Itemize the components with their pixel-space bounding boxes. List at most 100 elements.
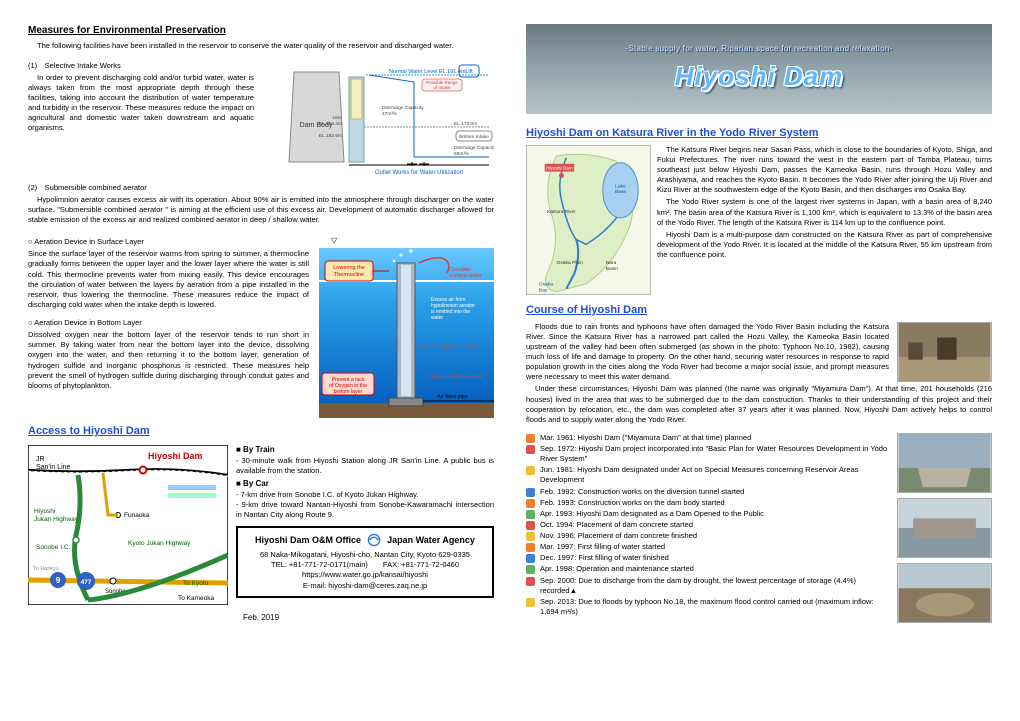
by-car-2: - 9-km drive toward Nantan-Hiyoshi from … [236, 500, 494, 520]
left-column: Measures for Environmental Preservation … [28, 24, 494, 711]
svg-text:Lake: Lake [615, 183, 626, 189]
title-banner: -Stable supply for water, Riparian space… [526, 24, 992, 114]
office-addr: 68 Naka-Mikogatani, Hiyoshi-cho, Nantan … [244, 550, 486, 560]
intake-diagram: Dam Body Normal Water Level EL.191.4m Li… [264, 57, 494, 177]
timeline-item: Apr. 1998: Operation and maintenance sta… [526, 564, 889, 574]
riv-p1: The Katsura River begins near Sasari Pas… [657, 145, 992, 196]
timeline-list: Mar. 1961: Hiyoshi Dam ("Miyamura Dam" a… [526, 433, 889, 618]
timeline-item: Feb. 1992: Construction works on the div… [526, 487, 889, 497]
svg-text:Hiyoshi Dam: Hiyoshi Dam [546, 165, 573, 171]
timeline-item: Apr. 1993: Hiyoshi Dam designated as a D… [526, 509, 889, 519]
riv-p3: Hiyoshi Dam is a multi-purpose dam const… [657, 230, 992, 260]
svg-text:Basin: Basin [606, 266, 619, 272]
photo-dam-1 [897, 433, 992, 493]
office-title-left: Hiyoshi Dam O&M Office [255, 534, 361, 546]
svg-text:water: water [431, 315, 444, 321]
svg-text:San'in Line: San'in Line [36, 464, 71, 471]
svg-text:Biwa: Biwa [615, 189, 626, 195]
office-box: Hiyoshi Dam O&M Office Japan Water Agenc… [236, 526, 494, 598]
course-photos [897, 322, 992, 385]
svg-text:To Kameoka: To Kameoka [178, 595, 215, 602]
svg-text:Normal Water Level EL.191.4m: Normal Water Level EL.191.4m [389, 69, 466, 75]
svg-text:Air feed pipe: Air feed pipe [437, 394, 468, 400]
jwa-logo-icon [367, 533, 381, 547]
by-car-1: - 7-km drive from Sonobe I.C. of Kyoto J… [236, 490, 494, 500]
basin-map: Lake Biwa Hiyoshi Dam Katsura River Osak… [526, 145, 651, 295]
timeline-item: Mar. 1961: Hiyoshi Dam ("Miyamura Dam" a… [526, 433, 889, 443]
svg-text:Sonobe I.C.: Sonobe I.C. [36, 544, 71, 551]
svg-text:Hiyoshi: Hiyoshi [34, 508, 55, 515]
access-heading: Access to Hiyoshi Dam [28, 424, 494, 439]
svg-text:Oxygen-deficient water: Oxygen-deficient water [429, 374, 485, 380]
office-mail: E-mail: hiyoshi-dam@ceres.zaq.ne.jp [244, 581, 486, 591]
riv-p2: The Yodo River system is one of the larg… [657, 197, 992, 227]
office-url: https://www.water.go.jp/kansai/hiyoshi [244, 570, 486, 580]
right-column: -Stable supply for water, Riparian space… [526, 24, 992, 711]
svg-text:EL.182.6m: EL.182.6m [319, 133, 342, 139]
timeline-photos [897, 433, 992, 623]
svg-text:of Intake: of Intake [433, 85, 451, 90]
preservation-intro: The following facilities have been insta… [28, 41, 494, 51]
timeline-item: Oct. 1994: Placement of dam concrete sta… [526, 520, 889, 530]
item1-title: (1) Selective Intake Works [28, 61, 254, 71]
svg-text:47m³/s: 47m³/s [382, 111, 397, 117]
timeline-item: Mar. 1997: First filling of water starte… [526, 542, 889, 552]
svg-text:Outlet Works for Water Utiliza: Outlet Works for Water Utilization [375, 170, 463, 176]
svg-text:Nara: Nara [606, 260, 617, 266]
bot-body: Dissolved oxygen near the bottom layer o… [28, 330, 309, 391]
svg-text:To Kyoto: To Kyoto [183, 580, 209, 587]
by-train-text: - 30-minute walk from Hiyoshi Station al… [236, 456, 494, 476]
timeline-item: Jun. 1981: Hiyoshi Dam designated under … [526, 465, 889, 485]
svg-text:EL.154.4m: EL.154.4m [319, 121, 342, 127]
item2-title: (2) Submersible combined aerator [28, 183, 494, 193]
timeline-item: Sep. 2000: Due to discharge from the dam… [526, 576, 889, 596]
section-title-preservation: Measures for Environmental Preservation [28, 24, 494, 38]
svg-text:surface water: surface water [449, 273, 482, 279]
timeline-item: Dec. 1997: First filling of water finish… [526, 553, 889, 563]
svg-text:LWL: LWL [332, 115, 342, 121]
timeline-item: Feb. 1993: Construction works on the dam… [526, 498, 889, 508]
svg-text:To Hankyu: To Hankyu [33, 566, 59, 572]
svg-text:▽: ▽ [331, 236, 338, 245]
by-train-h: ■ By Train [236, 445, 494, 456]
svg-text:55m³/s: 55m³/s [454, 151, 469, 157]
svg-text:EL.173.0m: EL.173.0m [454, 121, 477, 127]
svg-text:Kyoto Jukan Highway: Kyoto Jukan Highway [128, 540, 191, 547]
svg-text:Hiyoshi Dam: Hiyoshi Dam [148, 451, 203, 461]
svg-text:Jukan Highway: Jukan Highway [34, 516, 79, 523]
course-heading: Course of Hiyoshi Dam [526, 303, 992, 318]
aerator-diagram: ▽ Lowering the Thermocline Circulate sur… [319, 233, 494, 418]
timeline-item: Sep. 1972: Hiyoshi Dam project incorpora… [526, 444, 889, 464]
crs-p2: Under these circumstances, Hiyoshi Dam w… [526, 384, 992, 425]
svg-text:Bottom Intake: Bottom Intake [459, 134, 489, 140]
svg-text:Bay: Bay [539, 287, 548, 293]
river-heading: Hiyoshi Dam on Katsura River in the Yodo… [526, 126, 992, 141]
bot-title: ○ Aeration Device in Bottom Layer [28, 318, 309, 328]
svg-text:bottom layer: bottom layer [334, 389, 363, 395]
svg-text:Katsura River: Katsura River [547, 209, 576, 215]
photo-dam-2 [897, 498, 992, 558]
by-car-h: ■ By Car [236, 479, 494, 490]
timeline-item: Sep. 2013: Due to floods by typhoon No.1… [526, 597, 889, 617]
svg-text:Lift: Lift [465, 69, 473, 75]
svg-text:Lowering the: Lowering the [333, 265, 365, 271]
surf-title: ○ Aeration Device in Surface Layer [28, 237, 309, 247]
timeline-item: Nov. 1996: Placement of dam concrete fin… [526, 531, 889, 541]
photo-flood [897, 322, 992, 382]
svg-text:Discharge Capacity: Discharge Capacity [382, 105, 424, 111]
banner-subtitle: -Stable supply for water, Riparian space… [625, 44, 892, 55]
svg-text:Oxygen-rich water: Oxygen-rich water [434, 344, 479, 350]
item2-body: Hypolimnion aerator causes excess air wi… [28, 195, 494, 225]
access-map: JR San'in Line Hiyoshi Dam Hiyoshi Jukan… [28, 445, 228, 605]
svg-text:Funaoka: Funaoka [124, 512, 150, 519]
svg-text:Discharge Capacity: Discharge Capacity [454, 145, 494, 151]
crs-p1: Floods due to rain fronts and typhoons h… [526, 322, 889, 383]
svg-text:JR: JR [36, 456, 45, 463]
svg-text:9: 9 [56, 576, 61, 585]
item1-body: In order to prevent discharging cold and… [28, 73, 254, 134]
footer-date: Feb. 2019 [28, 613, 494, 624]
office-title-right: Japan Water Agency [387, 534, 475, 546]
photo-dam-3 [897, 563, 992, 623]
svg-text:Thermocline: Thermocline [334, 272, 364, 278]
surf-body: Since the surface layer of the reservoir… [28, 249, 309, 310]
